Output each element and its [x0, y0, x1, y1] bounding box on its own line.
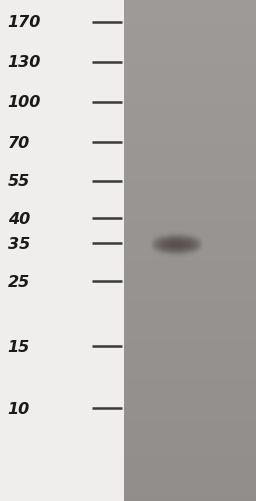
Text: 100: 100: [8, 95, 41, 110]
Text: 70: 70: [8, 135, 30, 150]
Text: 170: 170: [8, 15, 41, 30]
Text: 40: 40: [8, 211, 30, 226]
Text: 55: 55: [8, 174, 30, 189]
Text: 10: 10: [8, 401, 30, 416]
Text: 25: 25: [8, 274, 30, 289]
Text: 15: 15: [8, 339, 30, 354]
Text: 35: 35: [8, 236, 30, 252]
Bar: [124, 0, 256, 501]
Text: 130: 130: [8, 55, 41, 70]
